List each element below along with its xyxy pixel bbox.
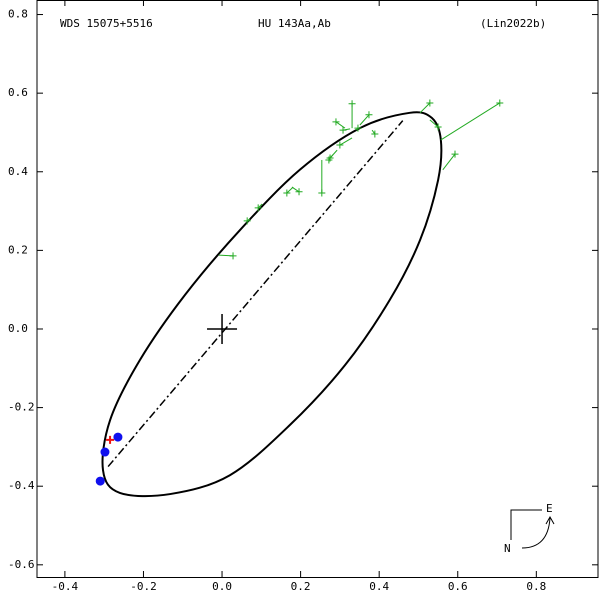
compass-north: N: [504, 542, 511, 555]
observation: [295, 188, 303, 196]
y-tick-label: 0.4: [8, 165, 28, 178]
observation: [243, 217, 251, 225]
observation: [332, 118, 340, 126]
residual-line: [328, 154, 334, 161]
residual-line: [257, 203, 263, 209]
chart-title: WDS 15075+5516: [60, 17, 153, 30]
compass-axes: [510, 509, 542, 540]
blue-observation: [113, 432, 123, 442]
residual-line: [419, 102, 431, 114]
line-of-nodes: [107, 120, 404, 468]
observation: [336, 141, 344, 149]
observation: [339, 126, 347, 134]
observation: [434, 123, 442, 131]
residual-line: [442, 153, 456, 171]
residual-line: [339, 137, 353, 146]
x-tick-label: 0.4: [369, 580, 389, 593]
observation: [371, 130, 379, 138]
residual-line: [335, 121, 346, 129]
y-tick-label: 0.0: [8, 322, 28, 335]
compass-arrowhead: [545, 515, 555, 525]
x-tick-label: 0.2: [291, 580, 311, 593]
chart-subtitle: HU 143Aa,Ab: [258, 17, 331, 30]
y-tick-label: 0.8: [8, 8, 28, 21]
x-tick-label: 0.6: [448, 580, 468, 593]
observation: [254, 204, 262, 212]
observation: [496, 99, 504, 107]
y-tick-label: -0.4: [8, 479, 35, 492]
y-tick-label: -0.6: [8, 558, 35, 571]
y-tick-label: 0.2: [8, 243, 28, 256]
x-tick-label: 0.8: [526, 580, 546, 593]
orbit-ellipse: [101, 111, 443, 498]
observation: [283, 189, 291, 197]
blue-observation: [95, 476, 105, 486]
blue-observation: [100, 447, 110, 457]
compass-east: E: [546, 502, 553, 515]
observation: [348, 100, 356, 108]
residual-line: [440, 102, 501, 141]
observation: [365, 111, 373, 119]
x-tick-label: -0.2: [130, 580, 157, 593]
observation: [451, 150, 459, 158]
observation: [318, 189, 326, 197]
reference: (Lin2022b): [480, 17, 546, 30]
y-tick-label: -0.2: [8, 401, 35, 414]
primary-star: [207, 313, 238, 344]
residual-line: [359, 114, 370, 126]
compass-arrow: [521, 517, 551, 549]
compass: E N: [504, 502, 555, 555]
observation: [354, 124, 362, 132]
observation: [426, 99, 434, 107]
x-tick-label: 0.0: [212, 580, 232, 593]
residual-line: [286, 186, 294, 194]
y-tick-label: 0.6: [8, 86, 28, 99]
residual-line: [429, 119, 439, 128]
red-observation: [106, 435, 115, 444]
plot-frame: [36, 0, 599, 578]
residual-line: [291, 186, 300, 193]
x-tick-label: -0.4: [52, 580, 79, 593]
observation: [325, 156, 333, 164]
observation: [229, 252, 237, 260]
